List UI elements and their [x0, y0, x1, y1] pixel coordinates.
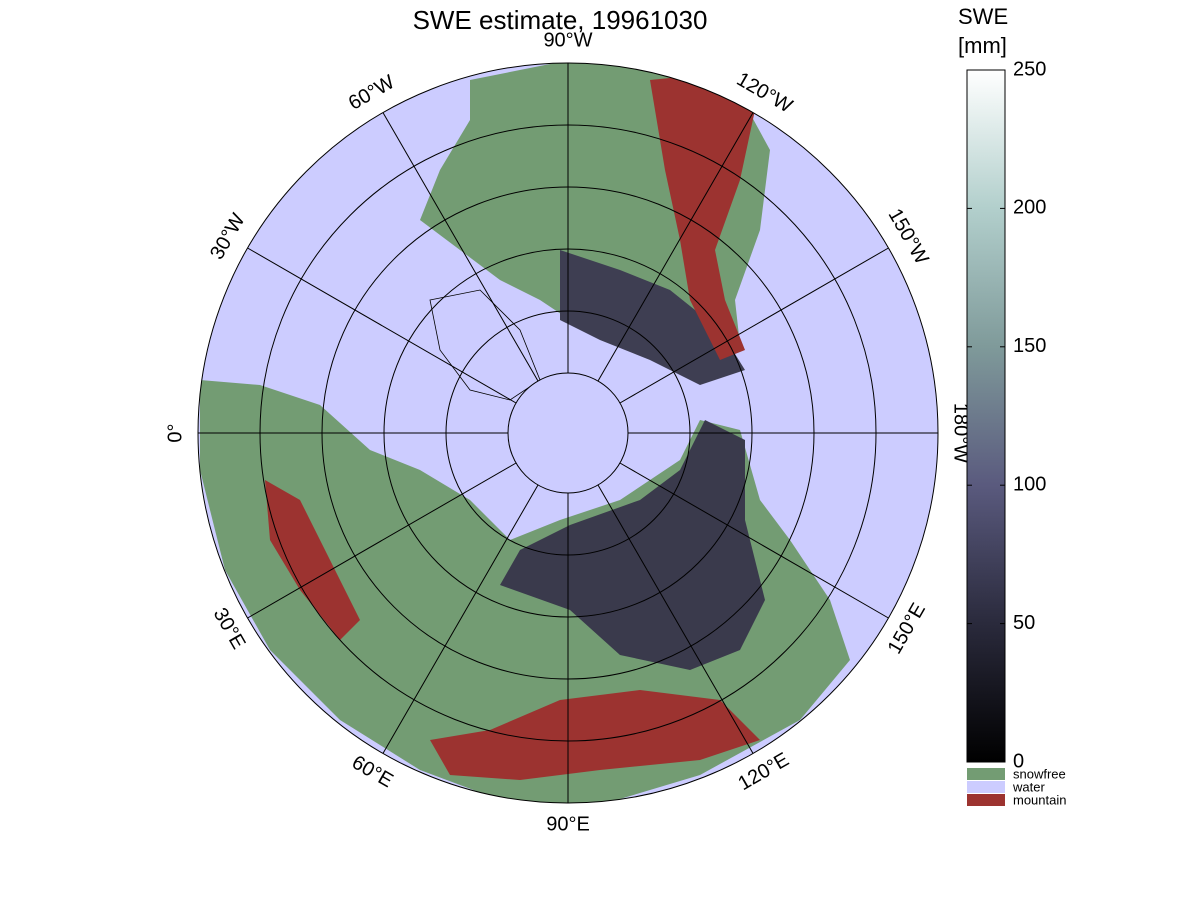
colorbar-tick-label: 0 [1013, 750, 1024, 772]
pole-disk [507, 372, 629, 494]
colorbar-tick-label: 200 [1013, 197, 1046, 219]
colorbar: SWE [mm] 0 50 100 150 200 250 snowfreewatermou… [958, 4, 1066, 808]
legend-swatch [967, 768, 1005, 780]
meridian [597, 112, 754, 382]
mountain-europe [265, 480, 360, 640]
legend-label: snowfree [1013, 766, 1066, 781]
map-area [198, 63, 938, 803]
meridian [247, 462, 517, 619]
meridian [619, 247, 889, 404]
colorbar-tick-label: 250 [1013, 58, 1046, 80]
map-frame [197, 62, 939, 804]
greenland [429, 289, 541, 401]
mountain-asia [430, 690, 760, 780]
colorbar-tick-label: 100 [1013, 473, 1046, 495]
legend-label: water [1012, 779, 1045, 794]
meridian-label: 180°W [950, 403, 972, 463]
colorbar-tick-label: 50 [1013, 612, 1035, 634]
colorbar-tick-label: 150 [1013, 335, 1046, 357]
legend-swatch [967, 781, 1005, 793]
colorbar-title: [mm] [958, 33, 1007, 58]
colorbar-title: SWE [958, 4, 1008, 29]
snow-canada [560, 250, 745, 385]
meridian [247, 247, 517, 404]
colorbar-scale [966, 69, 1006, 763]
legend-swatch [967, 794, 1005, 806]
legend-label: mountain [1013, 792, 1066, 807]
map-title: SWE estimate, 19961030 [413, 5, 708, 35]
meridian [382, 112, 539, 382]
meridian [597, 484, 754, 754]
meridian-label: 0° [164, 423, 186, 442]
meridian [382, 484, 539, 754]
meridian [619, 462, 889, 619]
mountain-rockies [650, 75, 755, 360]
meridian-label: 90°W [543, 29, 592, 51]
meridian-label: 90°E [546, 813, 590, 835]
